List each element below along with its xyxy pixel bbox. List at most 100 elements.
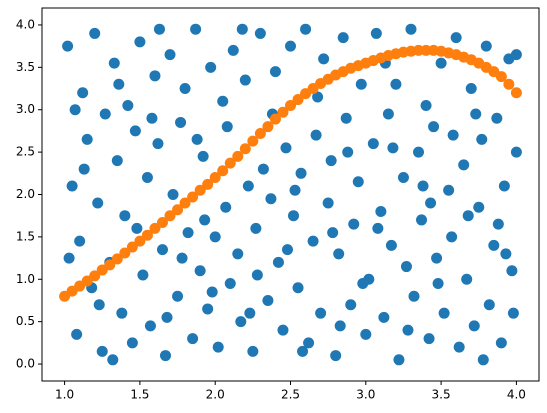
scatter-point (191, 133, 203, 145)
scatter-point (164, 49, 176, 61)
scatter-point (342, 146, 354, 158)
scatter-point (269, 113, 281, 125)
scatter-point (265, 193, 277, 205)
scatter-point (288, 210, 300, 222)
scatter-point (199, 214, 211, 226)
y-tick-label: 2.0 (16, 187, 35, 201)
scatter-point (224, 157, 236, 169)
scatter-point (345, 299, 357, 311)
scatter-point (337, 32, 349, 44)
scatter-point (312, 91, 324, 103)
scatter-point (172, 290, 184, 302)
scatter-point (435, 57, 447, 69)
scatter-point (510, 49, 522, 61)
scatter-point (153, 23, 165, 35)
scatter-point (340, 112, 352, 124)
scatter-point (99, 108, 111, 120)
scatter-point (126, 337, 138, 349)
scatter-point (209, 172, 221, 184)
scatter-point (187, 333, 199, 345)
scatter-point (438, 307, 450, 319)
scatter-point (182, 227, 194, 239)
scatter-point (355, 78, 367, 90)
scatter-point (129, 125, 141, 137)
scatter-point (126, 241, 138, 253)
x-tick-label: 4.0 (507, 388, 526, 402)
scatter-point (491, 112, 503, 124)
scatter-point (242, 180, 254, 192)
scatter-point (428, 121, 440, 133)
scatter-point (146, 112, 158, 124)
scatter-point (477, 354, 489, 366)
scatter-point (179, 197, 191, 209)
scatter-point (333, 248, 345, 260)
scatter-point (408, 290, 420, 302)
scatter-point (318, 53, 330, 65)
scatter-point (262, 294, 274, 306)
scatter-point (111, 253, 123, 265)
scatter-point (175, 116, 187, 128)
y-tick-label: 2.5 (16, 145, 35, 159)
scatter-point (254, 127, 266, 139)
scatter-point (360, 328, 372, 340)
plot-area (59, 23, 522, 366)
scatter-point (111, 155, 123, 167)
scatter-point (382, 108, 394, 120)
scatter-point (74, 235, 86, 247)
scatter-point (187, 191, 199, 203)
scatter-point (327, 227, 339, 239)
scatter-point (461, 273, 473, 285)
scatter-point (69, 104, 81, 116)
scatter-point (96, 345, 108, 357)
scatter-point (239, 143, 251, 155)
scatter-point (506, 265, 518, 277)
scatter-point (458, 159, 470, 171)
scatter-point (462, 210, 474, 222)
y-tick-label: 4.0 (16, 17, 35, 31)
scatter-point (152, 138, 164, 150)
x-tick-label: 3.0 (356, 388, 375, 402)
scatter-point (254, 27, 266, 39)
scatter-point (330, 350, 342, 362)
scatter-point (217, 165, 229, 177)
scatter-point (507, 307, 519, 319)
scatter-point (492, 218, 504, 230)
scatter-point (470, 108, 482, 120)
scatter-point (400, 261, 412, 273)
scatter-point (269, 66, 281, 78)
scatter-point (416, 214, 428, 226)
scatter-point (289, 184, 301, 196)
scatter-point (164, 210, 176, 222)
scatter-point (77, 87, 89, 99)
scatter-point (310, 129, 322, 141)
scatter-point (285, 40, 296, 52)
scatter-point (235, 316, 247, 328)
scatter-point (244, 307, 256, 319)
scatter-point (300, 23, 312, 35)
scatter-point (81, 133, 93, 145)
x-tick-label: 1.0 (55, 388, 74, 402)
x-tick-label: 2.0 (206, 388, 225, 402)
scatter-point (393, 354, 405, 366)
scatter-point (247, 135, 259, 147)
scatter-point (413, 44, 425, 56)
scatter-point (232, 150, 244, 162)
scatter-point (285, 99, 296, 111)
scatter-point (212, 341, 224, 353)
scatter-point (367, 138, 379, 150)
scatter-point (446, 231, 458, 243)
scatter-point (89, 270, 101, 282)
scatter-point (239, 74, 251, 86)
scatter-point (167, 189, 179, 200)
scatter-point (93, 299, 105, 311)
scatter-point (156, 216, 168, 228)
scatter-point (378, 311, 390, 323)
scatter-point (190, 23, 202, 35)
scatter-point (357, 278, 369, 290)
scatter-point (224, 278, 236, 290)
scatter-point (141, 172, 153, 184)
scatter-point (92, 197, 104, 209)
scatter-point (205, 61, 217, 73)
scatter-point (431, 252, 443, 264)
y-tick-label: 3.5 (16, 60, 35, 74)
